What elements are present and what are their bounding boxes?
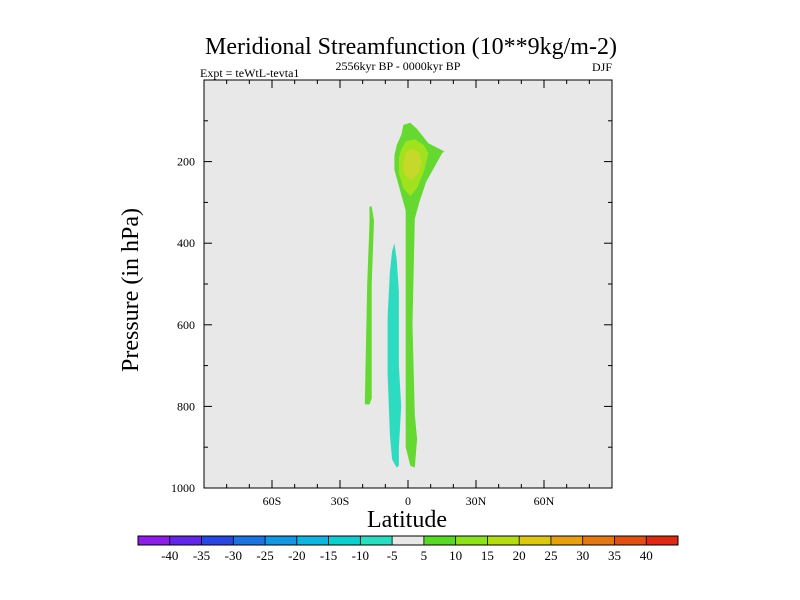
colorbar-swatch [423, 536, 456, 545]
colorbar-swatch [296, 536, 329, 545]
x-tick-label: 0 [405, 494, 411, 508]
colorbar-label: 40 [640, 548, 653, 563]
x-axis-label: Latitude [367, 507, 447, 533]
colorbar-swatch [233, 536, 266, 545]
colorbar-label: 30 [576, 548, 589, 563]
contour-green-lobe-upper [394, 122, 445, 468]
x-tick-label: 60N [534, 494, 555, 508]
y-tick-label: 200 [177, 155, 195, 169]
colorbar-label: 10 [449, 548, 462, 563]
colorbar-swatch [487, 536, 520, 545]
contour-green-strip-south [364, 206, 374, 405]
colorbar-swatch [455, 536, 488, 545]
colorbar-label: -5 [387, 548, 398, 563]
colorbar-swatch [138, 536, 171, 545]
chart-title: Meridional Streamfunction (10**9kg/m-2) [205, 34, 617, 60]
colorbar-label: -15 [320, 548, 337, 563]
y-tick-label: 800 [177, 399, 195, 413]
colorbar-swatch [201, 536, 234, 545]
colorbar-swatch [392, 536, 425, 545]
contour-yellow-green-core [403, 148, 422, 180]
colorbar-label: -20 [288, 548, 305, 563]
colorbar-label: 15 [481, 548, 494, 563]
colorbar-swatch [646, 536, 679, 545]
contour-cyan-strip [387, 243, 402, 468]
subtitle-season: DJF [592, 60, 612, 74]
colorbar-swatch [265, 536, 298, 545]
colorbar-label: -25 [256, 548, 273, 563]
colorbar: -40 -35 -30 -25 -20 -15 -10 -5 5 10 15 20 25 30 35 40 [137, 535, 679, 563]
colorbar-label: 5 [421, 548, 428, 563]
subtitle-period: 2556kyr BP - 0000kyr BP [336, 59, 461, 73]
colorbar-label: 35 [608, 548, 621, 563]
colorbar-swatch [360, 536, 393, 545]
x-tick-label: 30N [466, 494, 487, 508]
y-tick-label: 600 [177, 318, 195, 332]
colorbar-label: 25 [544, 548, 557, 563]
colorbar-swatch [328, 536, 361, 545]
colorbar-swatch [519, 536, 552, 545]
colorbar-frame [137, 535, 679, 546]
colorbar-label: -40 [161, 548, 178, 563]
colorbar-swatch [582, 536, 615, 545]
colorbar-label: 20 [513, 548, 526, 563]
colorbar-label: -35 [193, 548, 210, 563]
subtitle-experiment: Expt = teWtL-tevta1 [200, 66, 299, 80]
colorbar-swatch [169, 536, 202, 545]
y-axis-label: Pressure (in hPa) [118, 208, 144, 372]
y-tick-label: 400 [177, 236, 195, 250]
y-tick-label: 1000 [171, 481, 195, 495]
x-tick-label: 60S [263, 494, 282, 508]
colorbar-label: -10 [352, 548, 369, 563]
colorbar-label: -30 [225, 548, 242, 563]
colorbar-swatch [550, 536, 583, 545]
x-tick-label: 30S [331, 494, 350, 508]
colorbar-swatch [614, 536, 647, 545]
